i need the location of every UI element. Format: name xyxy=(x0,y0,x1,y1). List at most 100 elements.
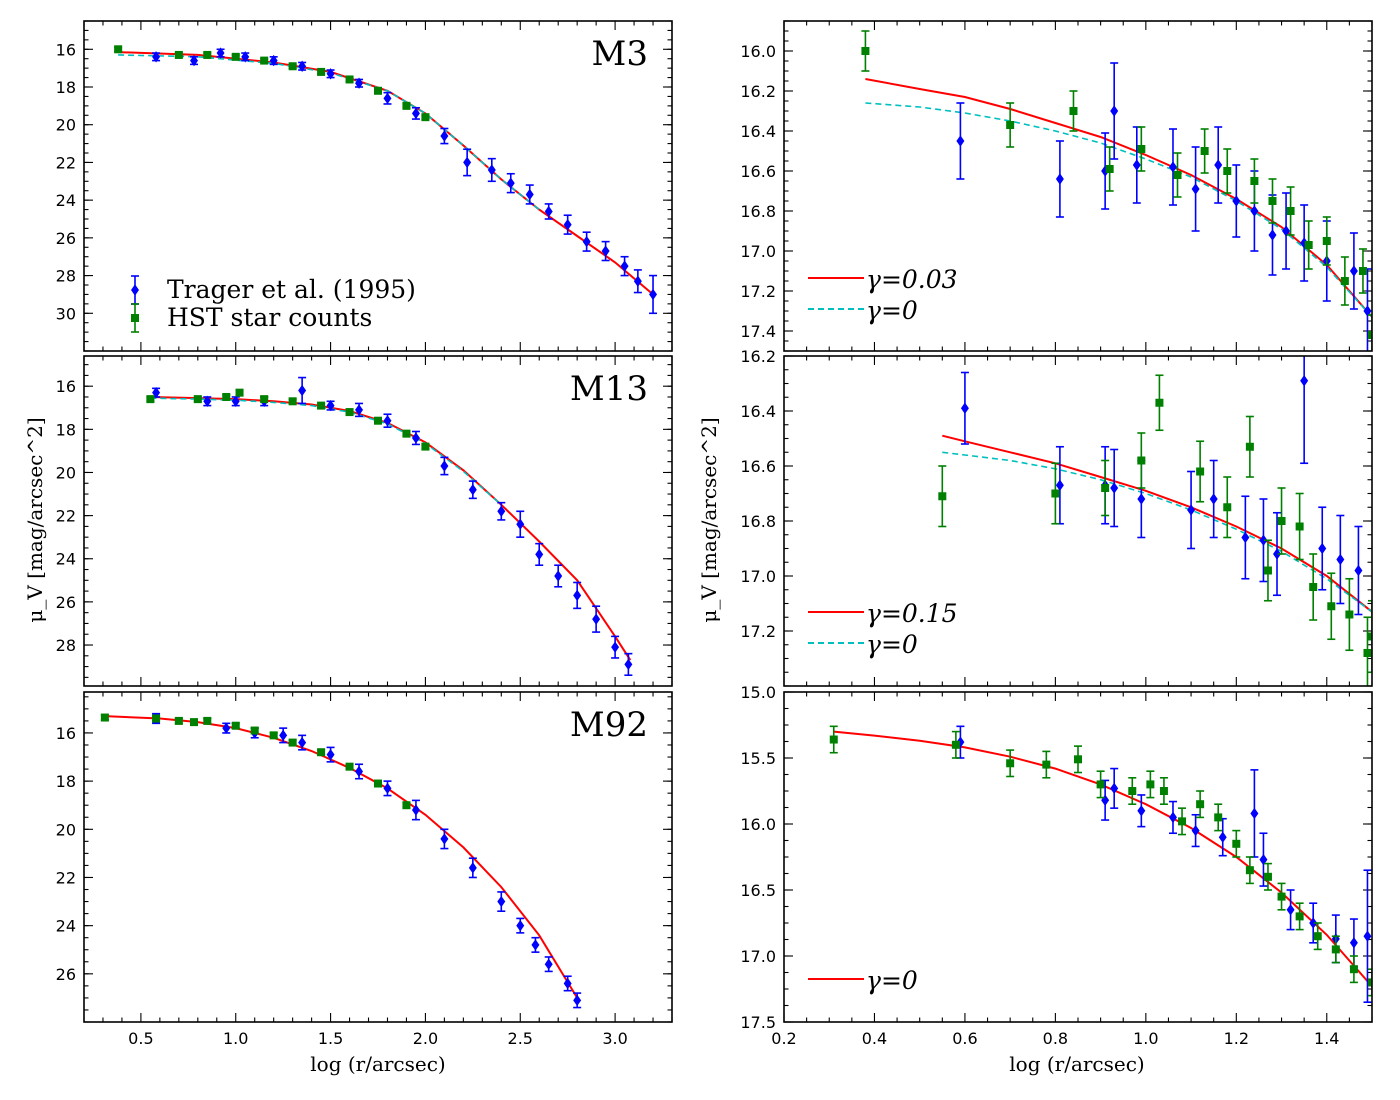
trager-point xyxy=(1110,105,1119,117)
hst-point xyxy=(1155,398,1164,407)
model-curve xyxy=(833,730,1372,988)
trager-point xyxy=(620,260,629,272)
hst-point xyxy=(374,416,382,425)
hst-point xyxy=(402,429,411,438)
trager-point xyxy=(355,77,364,89)
trager-point xyxy=(544,205,553,218)
y-tick-label: 20 xyxy=(56,820,76,839)
x-axis-label-left: log (r/arcsec) xyxy=(310,1052,446,1076)
trager-point xyxy=(298,60,307,72)
x-tick-label: 3.0 xyxy=(602,1029,627,1048)
hst-point xyxy=(190,718,199,727)
trager-point xyxy=(633,275,642,287)
y-tick-label: 18 xyxy=(56,772,76,791)
trager-point xyxy=(468,862,477,874)
hst-point xyxy=(402,801,411,810)
trager-point xyxy=(298,384,307,397)
trager-point xyxy=(563,218,572,231)
x-tick-label: 0.2 xyxy=(771,1029,796,1048)
trager-point xyxy=(535,548,544,561)
hst-point xyxy=(231,52,240,61)
model-curve xyxy=(118,51,654,296)
trager-point xyxy=(411,432,420,444)
trager-point xyxy=(1268,229,1277,241)
hst-point xyxy=(152,714,161,723)
hst-point xyxy=(1277,892,1286,901)
trager-point xyxy=(531,939,540,951)
hst-point xyxy=(1006,759,1015,768)
hst-point xyxy=(288,62,297,71)
trager-point xyxy=(525,188,534,201)
legend-label: γ=0 xyxy=(866,296,918,325)
model-curve xyxy=(104,715,579,999)
trager-point xyxy=(649,288,658,301)
hst-point xyxy=(260,56,269,65)
y-tick-label: 16.8 xyxy=(740,202,776,221)
axes-frame xyxy=(783,691,1373,1023)
trager-point xyxy=(1309,917,1318,929)
hst-point xyxy=(1128,787,1137,795)
hst-point xyxy=(203,716,212,725)
hst-point xyxy=(421,113,430,122)
legend-label: HST star counts xyxy=(167,303,372,332)
hst-point xyxy=(1042,760,1051,769)
x-tick-label: 1.4 xyxy=(1314,1029,1339,1048)
y-tick-label: 16.0 xyxy=(740,42,776,61)
y-axis-label-left: μ_V [mag/arcsec^2] xyxy=(23,417,47,622)
hst-point xyxy=(1331,945,1340,954)
y-tick-label: 22 xyxy=(56,153,76,172)
trager-point xyxy=(506,177,515,189)
hst-point xyxy=(250,726,259,735)
hst-point xyxy=(260,395,269,404)
trager-point xyxy=(1363,305,1372,317)
trager-point xyxy=(1232,195,1241,207)
trager-point xyxy=(573,994,582,1007)
y-tick-label: 17.5 xyxy=(740,1013,776,1032)
y-tick-label: 15.0 xyxy=(740,683,776,702)
legend-label: γ=0 xyxy=(866,966,918,995)
trager-point xyxy=(269,54,278,67)
trager-point xyxy=(1191,824,1200,837)
hst-point xyxy=(1232,839,1241,848)
trager-point xyxy=(326,68,335,80)
trager-point xyxy=(1055,173,1064,185)
hst-point xyxy=(1268,197,1277,205)
legend-label: γ=0.03 xyxy=(866,265,958,294)
y-tick-label: 22 xyxy=(56,868,76,887)
trager-point xyxy=(440,130,449,142)
trager-point xyxy=(190,54,199,67)
panel-m3-right: 16.0 16.2 16.4 16.6 16.8 17.0 17.2 17.4 γ=0.03γ=… xyxy=(740,20,1373,352)
hst-point xyxy=(317,748,326,757)
trager-point xyxy=(326,748,335,761)
panel-m92-right: 15.0 15.5 16.0 16.5 17.0 17.50.2 0.4 0.6 0.8 1.0 1… xyxy=(740,683,1373,1048)
hst-point xyxy=(203,50,212,59)
y-tick-label: 16.0 xyxy=(740,815,776,834)
y-tick-label: 16.4 xyxy=(740,122,776,141)
trager-point xyxy=(582,235,591,248)
y-tick-label: 16.6 xyxy=(740,162,776,181)
hst-point xyxy=(1173,171,1182,179)
hst-point xyxy=(1223,167,1232,175)
y-tick-label: 20 xyxy=(56,116,76,135)
panel-m3-left: 16 18 20 22 24 26 28 30 M3 Trager et al. (1995)HS… xyxy=(56,20,673,352)
y-tick-label: 18 xyxy=(56,420,76,439)
trager-point xyxy=(1214,159,1223,171)
y-tick-label: 16.2 xyxy=(740,82,776,101)
trager-point xyxy=(411,107,420,120)
hst-point xyxy=(345,762,354,771)
legend-marker xyxy=(131,284,139,296)
trager-point xyxy=(516,919,525,932)
hst-point xyxy=(1263,566,1272,575)
trager-point xyxy=(326,399,335,412)
trager-point xyxy=(383,415,392,427)
y-tick-label: 17.0 xyxy=(740,242,776,261)
hst-point xyxy=(402,101,411,110)
hst-point xyxy=(1137,456,1146,465)
hst-point xyxy=(1196,800,1205,809)
legend-label: γ=0 xyxy=(866,630,918,659)
gamma0-curve xyxy=(118,54,540,211)
hst-point xyxy=(951,740,960,749)
hst-point xyxy=(1368,978,1372,987)
trager-point xyxy=(1137,805,1146,817)
y-tick-label: 28 xyxy=(56,636,76,655)
